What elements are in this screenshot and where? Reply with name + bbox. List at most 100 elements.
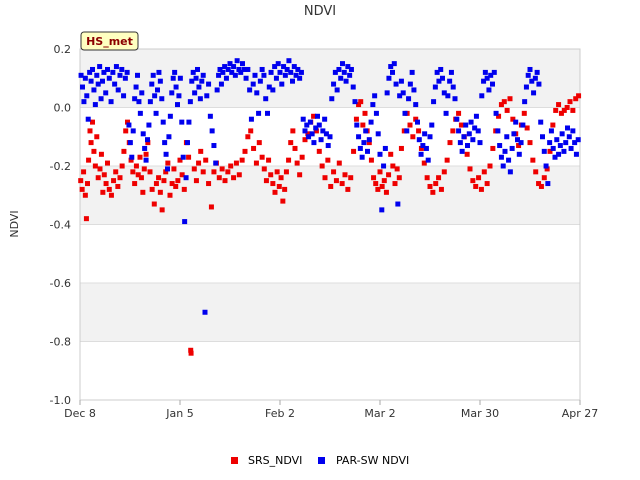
point-srs-ndvi [130, 169, 136, 175]
point-par-sw-ndvi [150, 72, 156, 78]
point-srs-ndvi [396, 175, 402, 181]
point-par-sw-ndvi [361, 140, 367, 146]
point-par-sw-ndvi [145, 137, 150, 143]
point-par-sw-ndvi [277, 69, 283, 75]
point-par-sw-ndvi [434, 69, 440, 75]
y-tick-label: -0.2 [50, 160, 71, 173]
point-par-sw-ndvi [529, 78, 535, 84]
point-srs-ndvi [558, 110, 564, 116]
point-srs-ndvi [253, 160, 259, 166]
point-par-sw-ndvi [229, 69, 235, 75]
point-par-sw-ndvi [323, 131, 329, 137]
legend-label-srs-ndvi: SRS_NDVI [248, 454, 302, 467]
point-par-sw-ndvi [400, 90, 406, 96]
point-par-sw-ndvi [359, 154, 365, 160]
y-tick-label: -1.0 [50, 394, 71, 407]
point-srs-ndvi [125, 119, 130, 125]
point-par-sw-ndvi [495, 128, 501, 134]
point-srs-ndvi [219, 166, 225, 172]
point-srs-ndvi [524, 125, 530, 131]
point-par-sw-ndvi [407, 81, 413, 87]
point-par-sw-ndvi [307, 119, 313, 125]
point-srs-ndvi [427, 183, 433, 189]
point-srs-ndvi [507, 96, 513, 102]
point-par-sw-ndvi [550, 145, 556, 151]
point-par-sw-ndvi [268, 69, 274, 75]
point-srs-ndvi [103, 181, 109, 187]
point-par-sw-ndvi [566, 134, 572, 140]
point-srs-ndvi [538, 183, 544, 189]
point-par-sw-ndvi [486, 87, 492, 93]
point-par-sw-ndvi [545, 181, 551, 187]
point-par-sw-ndvi [306, 134, 312, 140]
legend-marker-par-sw-ndvi [318, 457, 325, 464]
point-srs-ndvi [390, 163, 396, 169]
point-par-sw-ndvi [216, 72, 222, 78]
point-par-sw-ndvi [572, 140, 578, 146]
point-srs-ndvi [436, 175, 442, 181]
point-par-sw-ndvi [284, 66, 290, 72]
point-par-sw-ndvi [548, 128, 554, 134]
point-srs-ndvi [133, 163, 139, 169]
point-par-sw-ndvi [573, 151, 579, 157]
point-par-sw-ndvi [88, 78, 94, 84]
point-srs-ndvi [328, 183, 334, 189]
point-par-sw-ndvi [541, 148, 547, 154]
point-par-sw-ndvi [217, 66, 223, 72]
point-srs-ndvi [211, 169, 217, 175]
point-srs-ndvi [266, 157, 272, 163]
point-srs-ndvi [156, 175, 162, 181]
point-par-sw-ndvi [520, 122, 526, 128]
point-par-sw-ndvi [518, 140, 524, 146]
point-par-sw-ndvi [398, 78, 404, 84]
point-srs-ndvi [377, 169, 383, 175]
point-par-sw-ndvi [166, 134, 172, 140]
point-par-sw-ndvi [207, 113, 213, 119]
point-par-sw-ndvi [384, 90, 390, 96]
point-par-sw-ndvi [261, 72, 267, 78]
point-srs-ndvi [392, 181, 398, 187]
point-srs-ndvi [90, 119, 95, 125]
x-tick-label: Apr 27 [562, 407, 599, 420]
point-srs-ndvi [85, 181, 90, 187]
point-par-sw-ndvi [206, 81, 212, 87]
point-srs-ndvi [196, 160, 202, 166]
point-srs-ndvi [79, 186, 85, 192]
point-par-sw-ndvi [119, 66, 125, 72]
y-axis-ticks: 0.2 0.0 -0.2 -0.4 -0.6 -0.8 -1.0 [50, 43, 71, 407]
point-par-sw-ndvi [477, 140, 483, 146]
point-par-sw-ndvi [311, 140, 317, 146]
plot-border [79, 48, 581, 401]
point-par-sw-ndvi [416, 137, 422, 143]
point-srs-ndvi [280, 198, 286, 204]
series-par-sw-ndvi [78, 58, 581, 315]
point-srs-ndvi [135, 172, 141, 178]
point-par-sw-ndvi [527, 66, 533, 72]
point-srs-ndvi [256, 140, 262, 146]
point-par-sw-ndvi [491, 69, 497, 75]
point-par-sw-ndvi [309, 131, 315, 137]
point-srs-ndvi [416, 128, 422, 134]
point-srs-ndvi [286, 157, 292, 163]
point-par-sw-ndvi [192, 90, 198, 96]
point-srs-ndvi [299, 154, 305, 160]
point-srs-ndvi [239, 157, 245, 163]
point-par-sw-ndvi [213, 160, 219, 166]
point-par-sw-ndvi [85, 116, 91, 122]
point-par-sw-ndvi [110, 69, 116, 75]
point-par-sw-ndvi [313, 125, 319, 131]
point-srs-ndvi [294, 160, 300, 166]
point-srs-ndvi [394, 166, 400, 172]
point-par-sw-ndvi [440, 75, 445, 81]
point-par-sw-ndvi [356, 134, 362, 140]
point-srs-ndvi [138, 175, 144, 181]
point-par-sw-ndvi [84, 93, 90, 99]
point-par-sw-ndvi [236, 66, 242, 72]
point-srs-ndvi [191, 166, 197, 172]
point-srs-ndvi [444, 157, 450, 163]
point-srs-ndvi [177, 157, 183, 163]
point-par-sw-ndvi [382, 145, 388, 151]
point-par-sw-ndvi [190, 69, 196, 75]
point-srs-ndvi [231, 175, 237, 181]
point-srs-ndvi [487, 163, 493, 169]
